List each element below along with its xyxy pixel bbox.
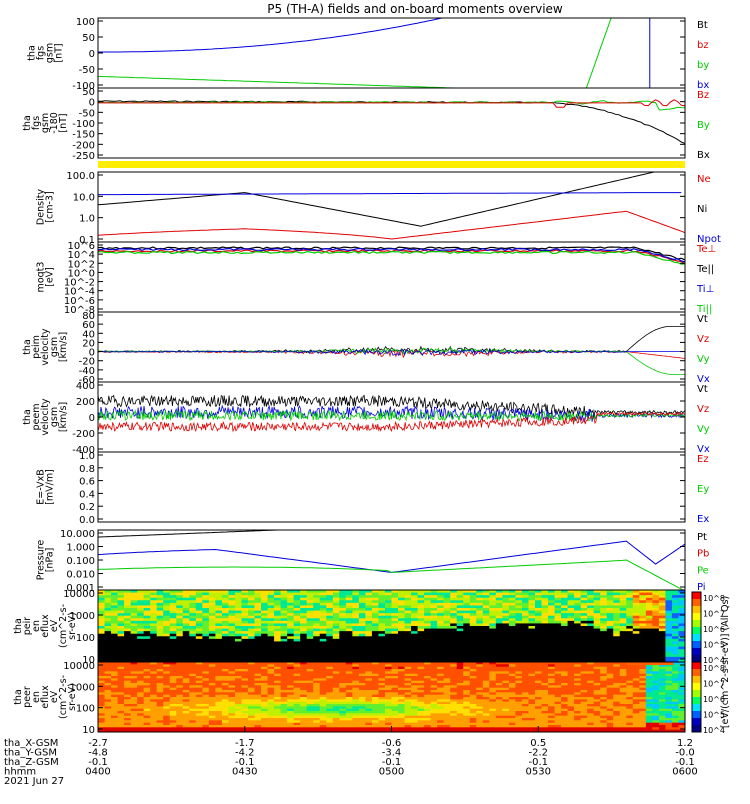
legend-peim-Vt: Vt <box>697 314 708 325</box>
y-tick-label: 100 <box>76 704 95 715</box>
legend-density-Ni: Ni <box>697 204 707 215</box>
y-axis-label: [cm-3] <box>45 191 56 222</box>
y-tick-label: 0.2 <box>79 502 95 513</box>
y-tick-label: 50 <box>82 33 95 44</box>
y-axis-label: [km/s] <box>58 332 69 362</box>
y-axis-label: [nT] <box>54 43 65 62</box>
legend-density-Ne: Ne <box>697 174 711 185</box>
legend-fgs-by: by <box>697 60 709 71</box>
y-tick-label: -200 <box>72 429 95 440</box>
plot-area-peer <box>98 660 686 733</box>
y-tick-label: 0 <box>89 413 95 424</box>
y-tick-label: 100 <box>76 17 95 28</box>
y-axis-label: [eV] <box>45 267 56 287</box>
y-tick-label: 1.0 <box>79 451 95 462</box>
y-tick-label: 0.010 <box>66 570 95 581</box>
y-tick-label: 100 <box>76 633 95 644</box>
legend-efield-Ex: Ex <box>697 514 709 525</box>
y-tick-label: 200 <box>76 397 95 408</box>
y-tick-label: 0.6 <box>79 477 95 488</box>
chart-title: P5 (TH-A) fields and on-board moments ov… <box>267 2 563 16</box>
y-tick-label: 10.0 <box>73 192 95 203</box>
y-tick-label: 0.100 <box>66 556 95 567</box>
y-axis-label: [nT] <box>58 113 69 132</box>
y-tick-label: 1.000 <box>66 543 95 554</box>
status-bar <box>98 161 685 168</box>
y-tick-label: 10000 <box>63 589 95 600</box>
colorbar-label: [eV/(cm^2-s-sr-eV)] (All Qs) <box>720 596 731 728</box>
y-tick-label: -150 <box>72 130 95 141</box>
legend-pressure-Pb: Pb <box>697 549 709 560</box>
legend-fgs_low-Bz: Bz <box>697 90 709 101</box>
legend-fgs-Bt: Bt <box>697 20 708 31</box>
y-axis-label: [nPa] <box>45 548 56 573</box>
y-axis-label: [km/s] <box>58 402 69 432</box>
y-tick-label: 1.0 <box>79 214 95 225</box>
y-tick-label: 50 <box>82 87 95 98</box>
legend-temp-Te⊥: Te⊥ <box>696 244 716 255</box>
y-tick-label: -50 <box>79 65 95 76</box>
y-tick-label: 0 <box>89 98 95 109</box>
date-label: 2021 Jun 27 <box>4 776 64 787</box>
y-tick-label: -250 <box>72 151 95 162</box>
legend-peem-Vt: Vt <box>697 384 708 395</box>
legend-fgs-bz: bz <box>697 40 709 51</box>
legend-peim-Vy: Vy <box>697 354 710 365</box>
legend-peim-Vz: Vz <box>697 334 709 345</box>
legend-fgs_low-Bx: Bx <box>697 150 710 161</box>
y-tick-label: 0 <box>89 49 95 60</box>
x-tick-label: 0500 <box>379 767 404 778</box>
legend-efield-Ez: Ez <box>697 454 709 465</box>
legend-efield-Ey: Ey <box>697 484 709 495</box>
y-axis-label: sr-eV) <box>67 612 78 640</box>
legend-temp-Te||: Te|| <box>696 264 714 275</box>
panel-peir: 10000100010010thapeirenefluxeV(cm^2-s-sr… <box>13 589 686 666</box>
y-tick-label: 10 <box>82 725 95 736</box>
y-tick-label: 10.000 <box>60 529 95 540</box>
legend-pressure-Pt: Pt <box>697 532 707 543</box>
x-tick-label: 0430 <box>232 767 257 778</box>
y-axis-label: sr-eV) <box>67 683 78 711</box>
legend-peem-Vy: Vy <box>697 424 710 435</box>
x-tick-label: 0530 <box>526 767 551 778</box>
y-tick-label: -50 <box>79 108 95 119</box>
y-tick-label: 100.0 <box>66 171 95 182</box>
y-tick-label: 0.0 <box>79 515 95 526</box>
y-tick-label: -200 <box>72 140 95 151</box>
y-tick-label: 10000 <box>63 661 95 672</box>
y-tick-label: -100 <box>72 119 95 130</box>
legend-peem-Vz: Vz <box>697 404 709 415</box>
panel-peer: 10000100010010thapeerenefluxeV(cm^2-s-sr… <box>13 660 686 736</box>
y-axis-label: [mV/m] <box>45 469 56 505</box>
x-tick-label: 0400 <box>85 767 110 778</box>
y-tick-label: 400 <box>76 381 95 392</box>
y-tick-label: 0.4 <box>79 489 95 500</box>
plot-area-peir <box>98 590 686 663</box>
x-tick-label: 0600 <box>672 767 697 778</box>
legend-fgs_low-By: By <box>697 120 710 131</box>
legend-pressure-Pi: Pi <box>697 582 706 593</box>
legend-pressure-Pe: Pe <box>697 565 709 576</box>
y-tick-label: 0.8 <box>79 464 95 475</box>
legend-temp-Ti⊥: Ti⊥ <box>696 284 714 295</box>
